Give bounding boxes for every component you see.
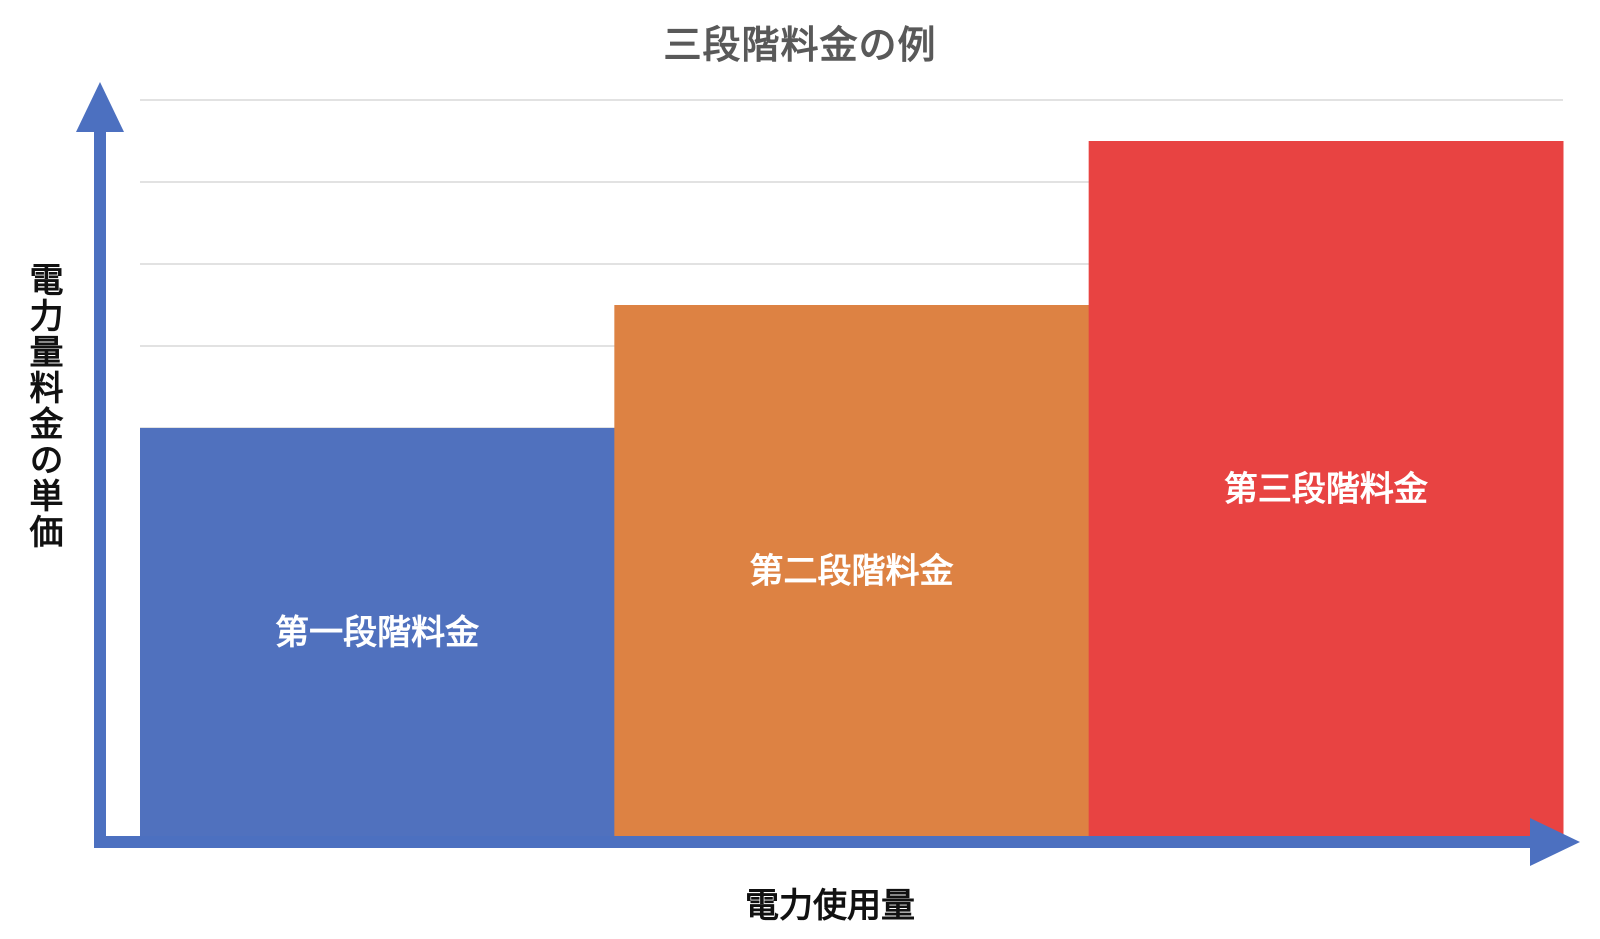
y-axis-arrow [76, 82, 124, 132]
x-axis-arrow [1530, 818, 1580, 866]
y-axis-label: 電力量料金の単価 [23, 262, 63, 550]
chart-title: 三段階料金の例 [663, 23, 937, 67]
axes [76, 82, 1580, 866]
bar-label-1: 第一段階料金 [275, 613, 480, 653]
bar-1 [140, 428, 615, 838]
bar-label-2: 第二段階料金 [750, 552, 955, 592]
x-axis-label: 電力使用量 [745, 886, 915, 926]
bar-label-3: 第三段階料金 [1224, 470, 1429, 510]
bars [140, 141, 1564, 838]
bar-labels: 第一段階料金 第二段階料金 第三段階料金 [275, 470, 1429, 654]
bar-2 [614, 305, 1090, 838]
bar-3 [1088, 141, 1564, 838]
